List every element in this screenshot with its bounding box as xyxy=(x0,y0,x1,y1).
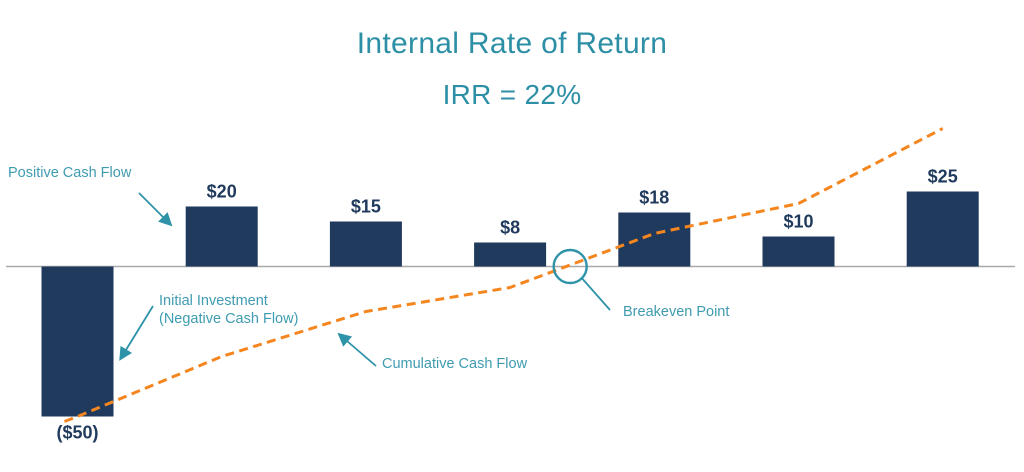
cash-flow-bar xyxy=(329,221,402,267)
cash-flow-bar xyxy=(618,212,691,267)
cumulative-cash-flow-line xyxy=(63,127,944,423)
bar-value-label: ($50) xyxy=(56,423,98,443)
bar-value-label: $15 xyxy=(351,197,381,217)
bar-value-label: $18 xyxy=(639,188,669,208)
bar-value-label: $10 xyxy=(783,212,813,232)
initial-investment-label-line2: (Negative Cash Flow) xyxy=(159,311,299,327)
initial-investment-label-line1: Initial Investment xyxy=(159,293,268,309)
page-title: Internal Rate of Return xyxy=(356,27,668,60)
positive-cash-flow-label: Positive Cash Flow xyxy=(8,165,132,181)
bar-value-labels: ($50) $20 $15 $8 $18 $10 $25 xyxy=(56,167,957,443)
cumulative-cash-flow-label: Cumulative Cash Flow xyxy=(382,356,528,372)
initial-investment-arrow xyxy=(119,305,154,361)
irr-subtitle: IRR = 22% xyxy=(442,79,582,110)
initial-investment-label: Initial Investment (Negative Cash Flow) xyxy=(159,292,298,328)
bar-value-label: $25 xyxy=(928,167,958,187)
bar-value-label: $20 xyxy=(207,182,237,202)
bar-value-label: $8 xyxy=(500,218,520,238)
cash-flow-bars xyxy=(41,191,979,417)
breakeven-point-label: Breakeven Point xyxy=(623,304,730,320)
cash-flow-bar xyxy=(185,206,258,267)
cumulative-cash-flow-arrow xyxy=(337,332,377,367)
cash-flow-bar xyxy=(41,266,114,417)
breakeven-circle xyxy=(552,248,588,285)
cash-flow-bar xyxy=(762,236,835,267)
cash-flow-bar xyxy=(906,191,979,267)
positive-cash-flow-arrow xyxy=(138,192,173,227)
cash-flow-bar xyxy=(474,242,547,267)
breakeven-connector-line xyxy=(581,277,611,311)
